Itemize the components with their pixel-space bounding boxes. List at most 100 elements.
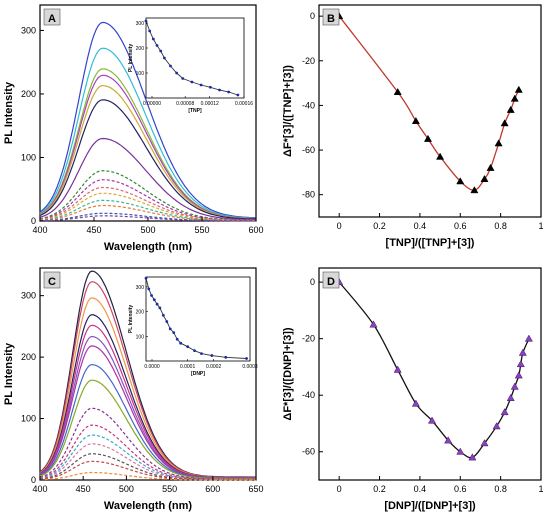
x-tick-label: 450	[86, 225, 101, 235]
data-point	[506, 393, 515, 401]
x-tick-label: 450	[76, 484, 91, 494]
x-tick-label: 0	[337, 221, 342, 231]
data-point	[468, 453, 477, 461]
inset-point	[147, 287, 151, 291]
inset-chart: 0.00000 0.00008 0.00012 0.00016 100 200 300 [TN…	[128, 17, 253, 114]
data-point	[456, 177, 465, 185]
spectrum-line	[39, 443, 256, 481]
inset-point	[218, 88, 221, 92]
inset-point	[161, 313, 165, 317]
panel-label-box	[43, 8, 61, 26]
data-point	[480, 174, 489, 183]
x-axis-label: Wavelength (nm)	[104, 241, 193, 253]
x-tick-label: 1	[538, 484, 543, 494]
inset-y-tick-label: 300	[136, 21, 145, 27]
inset-point	[208, 85, 212, 89]
inset-point	[224, 355, 228, 359]
x-axis-label: [TNP]/([TNP]+[3])	[386, 237, 475, 249]
data-point	[500, 408, 509, 416]
data-point	[470, 186, 479, 194]
x-tick-label: 550	[162, 484, 177, 494]
panel-c-frame	[39, 267, 257, 481]
x-tick-label: 400	[32, 225, 47, 235]
y-tick-label: -20	[302, 56, 315, 66]
inset-point	[186, 345, 190, 349]
data-point	[393, 87, 402, 95]
inset-point	[144, 19, 148, 23]
spectrum-line	[39, 434, 256, 480]
panel-label-box	[322, 271, 340, 289]
panel-b-frame	[318, 4, 542, 218]
x-tick-label: 0.4	[414, 484, 427, 494]
y-tick-label: 0	[31, 475, 36, 485]
x-tick-label: 0	[337, 484, 342, 494]
panel-label-box	[43, 271, 61, 289]
y-tick-label: 0	[310, 11, 315, 21]
inset-point	[245, 357, 248, 360]
x-axis-label: [DNP]/([DNP]+[3])	[384, 500, 476, 512]
spectrum-line	[40, 471, 256, 481]
x-tick-label: 0.8	[494, 221, 507, 231]
data-point	[411, 116, 420, 124]
y-axis-label: PL Intensity	[3, 81, 15, 144]
data-point	[369, 320, 378, 328]
panel-label: C	[48, 276, 56, 288]
inset-y-tick-label: 100	[136, 71, 145, 77]
inset-point	[227, 90, 231, 94]
x-tick-label: 1	[538, 221, 543, 231]
inset-point	[144, 276, 148, 280]
axes-group: 400 450 500 550 600 650 0 100 200 300	[21, 291, 264, 494]
inset-x-tick-label: 0.0003	[242, 364, 258, 370]
inset-point	[162, 56, 166, 60]
y-tick-label: 200	[21, 89, 36, 99]
data-point	[506, 105, 515, 113]
inset-y-label: PL Intensity	[128, 44, 134, 72]
inset-frame	[145, 276, 251, 362]
x-tick-label: 0.2	[373, 221, 386, 231]
inset-point	[158, 306, 162, 310]
inset-point	[200, 352, 203, 355]
panel-label-box	[322, 8, 340, 26]
spectra-series-group	[39, 21, 257, 222]
inset-frame	[145, 17, 245, 99]
spectrum-line	[39, 170, 257, 221]
inset-x-label: [TNP]	[188, 108, 202, 114]
data-point	[427, 416, 437, 424]
y-axis-label: ΔF*[3]/([DNP]+[3])	[282, 327, 294, 420]
inset-x-tick-label: 0.00012	[201, 101, 219, 107]
y-axis-label: ΔF*[3]/([TNP]+[3])	[282, 65, 294, 157]
inset-chart: 0.0000 0.0001 0.0002 0.0003 100 200 300 [DNP] PL…	[128, 276, 258, 377]
x-tick-label: 0.2	[373, 484, 386, 494]
inset-y-tick-label: 300	[136, 285, 145, 291]
x-tick-label: 0.4	[414, 221, 427, 231]
axes-group: 0 0.2 0.4 0.6 0.8 1 0 -20 -40 -60	[302, 277, 544, 494]
data-points-group	[335, 278, 533, 461]
data-point	[514, 371, 523, 379]
inset-x-tick-label: 0.00000	[143, 101, 161, 107]
data-point	[510, 94, 519, 102]
x-tick-label: 0.6	[454, 484, 467, 494]
y-axis-label: PL Intensity	[3, 342, 15, 405]
spectrum-line	[39, 204, 256, 222]
spectrum-line	[39, 21, 257, 219]
data-point	[456, 447, 465, 455]
inset-point	[155, 302, 159, 306]
y-tick-label: -80	[302, 190, 315, 200]
inset-point	[181, 77, 185, 80]
inset-x-tick-label: 0.0000	[144, 364, 160, 370]
inset-point	[148, 29, 152, 33]
inset-point	[175, 71, 179, 75]
panel-label: D	[327, 276, 335, 288]
x-tick-label: 500	[140, 225, 155, 235]
inset-x-tick-label: 0.0002	[206, 364, 222, 370]
spectrum-line	[39, 379, 256, 480]
y-tick-label: 0	[310, 277, 315, 287]
panel-d-frame	[318, 267, 542, 481]
spectrum-line	[39, 137, 256, 221]
inset-x-tick-label: 0.00008	[176, 101, 194, 107]
inset-point	[151, 37, 155, 41]
spectrum-line	[39, 215, 256, 222]
y-tick-label: -60	[302, 145, 315, 155]
inset-point	[155, 44, 159, 47]
